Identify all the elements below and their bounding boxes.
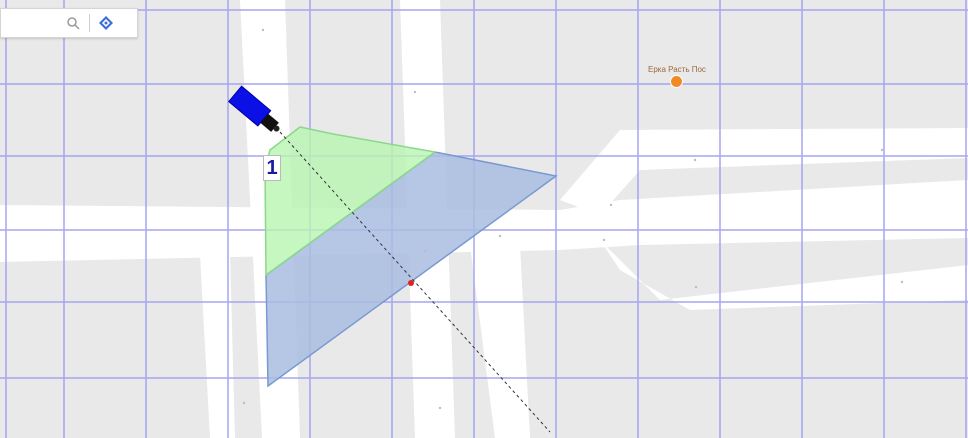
fov-center-line	[279, 131, 551, 433]
camera-icon[interactable]	[228, 85, 286, 138]
search-icon	[67, 17, 80, 30]
toolbar-divider	[89, 14, 90, 32]
search-button[interactable]	[61, 11, 85, 35]
camera-field-of-view[interactable]	[264, 126, 558, 433]
map-markers	[242, 28, 904, 410]
locate-button[interactable]	[94, 11, 118, 35]
restaurant-icon[interactable]	[670, 75, 684, 88]
fov-near-zone[interactable]	[264, 126, 437, 277]
search-field[interactable]	[1, 9, 61, 37]
fov-handle[interactable]	[408, 280, 414, 286]
camera-number-label: 1	[263, 155, 281, 181]
locate-icon	[99, 16, 113, 30]
poi-label: Ерка Расть Пос	[648, 65, 706, 74]
poi-marker[interactable]: Ерка Расть Пос	[648, 65, 706, 88]
map-toolbar	[0, 8, 138, 38]
